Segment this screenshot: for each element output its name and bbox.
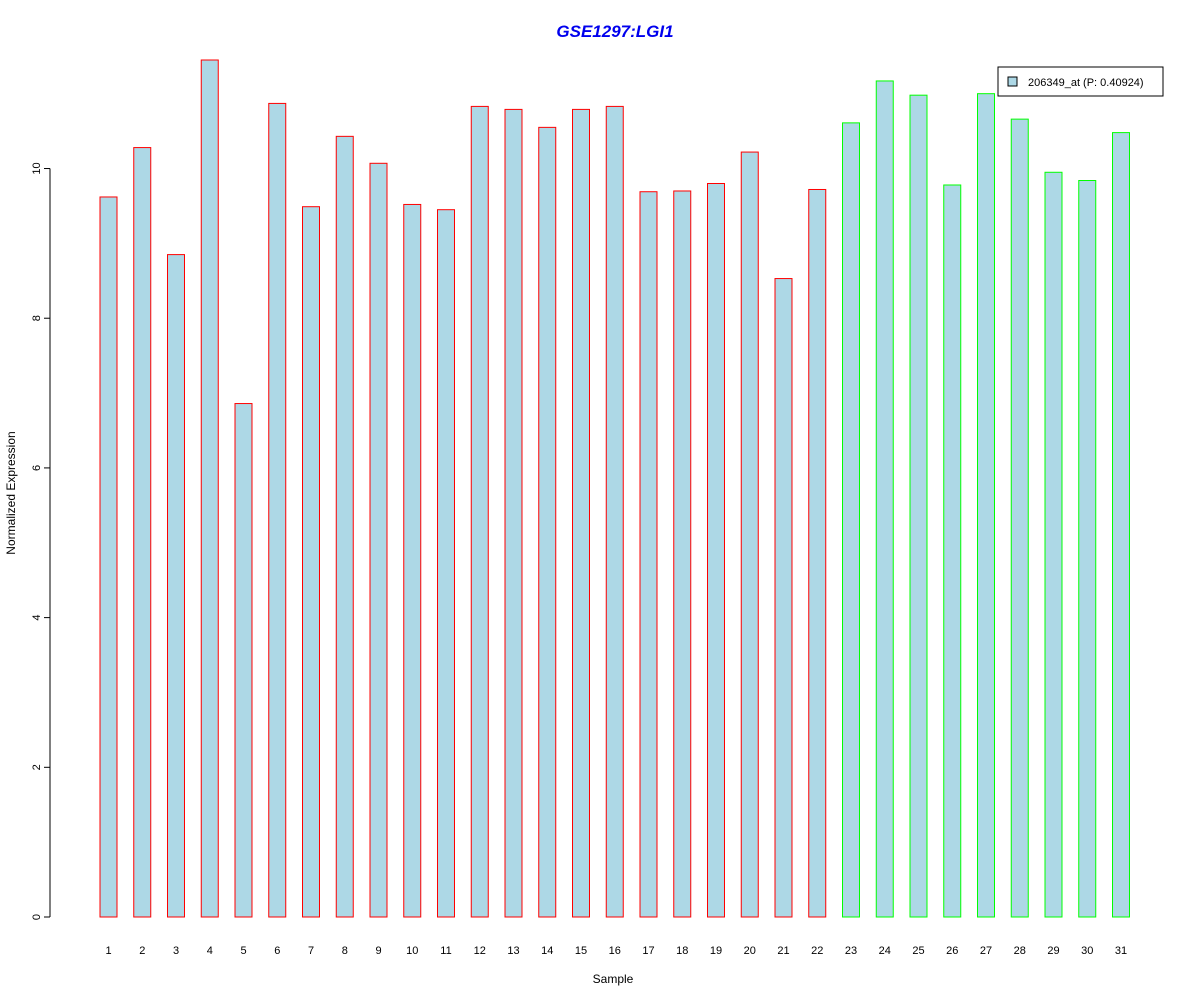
bar-sample-31 bbox=[1112, 132, 1130, 918]
x-tick-label: 6 bbox=[274, 945, 280, 957]
x-tick-label: 12 bbox=[474, 945, 486, 957]
y-axis: 0 2 4 6 8 10 bbox=[31, 162, 51, 920]
x-tick-label: 2 bbox=[139, 945, 145, 957]
x-tick-label: 25 bbox=[912, 945, 924, 957]
y-tick-label: 6 bbox=[31, 465, 43, 471]
x-tick-label: 30 bbox=[1081, 945, 1093, 957]
bar-sample-27 bbox=[977, 93, 995, 918]
bar-sample-21 bbox=[774, 278, 793, 918]
x-tick-label: 8 bbox=[342, 945, 348, 957]
y-tick-label: 0 bbox=[31, 914, 43, 920]
bar-sample-9 bbox=[369, 162, 388, 918]
bar-sample-11 bbox=[437, 209, 455, 918]
bar-sample-10 bbox=[403, 203, 422, 918]
x-axis-label: Sample bbox=[593, 972, 634, 986]
x-tick-label: 23 bbox=[845, 945, 857, 957]
bar-sample-19 bbox=[707, 182, 725, 918]
bar-sample-15 bbox=[572, 108, 590, 918]
legend: 206349_at (P: 0.40924) bbox=[997, 66, 1164, 97]
legend-box bbox=[997, 66, 1164, 97]
x-tick-label: 19 bbox=[710, 945, 722, 957]
y-axis-label: Normalized Expression bbox=[4, 431, 18, 554]
bar-sample-18 bbox=[673, 190, 692, 918]
chart-title: GSE1297:LGI1 bbox=[556, 22, 673, 41]
legend-swatch bbox=[1007, 76, 1018, 87]
y-tick-label: 4 bbox=[31, 615, 43, 621]
x-tick-label: 22 bbox=[811, 945, 823, 957]
bar-sample-28 bbox=[1010, 118, 1029, 918]
x-tick-label: 14 bbox=[541, 945, 553, 957]
x-tick-label: 21 bbox=[777, 945, 789, 957]
bar-sample-30 bbox=[1078, 180, 1097, 918]
bar-sample-13 bbox=[504, 108, 523, 918]
x-tick-label: 27 bbox=[980, 945, 992, 957]
bar-sample-14 bbox=[538, 126, 557, 918]
x-tick-labels: 1 2 3 4 5 6 7 8 9 10 11 12 13 14 15 16 17 18 19 20 21 22 23 24 2… bbox=[105, 945, 1127, 957]
bar-sample-4 bbox=[200, 59, 219, 918]
bar-sample-20 bbox=[740, 151, 759, 918]
legend-label: 206349_at (P: 0.40924) bbox=[1028, 77, 1144, 89]
x-tick-label: 28 bbox=[1014, 945, 1026, 957]
bar-sample-16 bbox=[605, 105, 624, 918]
x-tick-label: 15 bbox=[575, 945, 587, 957]
x-tick-label: 10 bbox=[406, 945, 418, 957]
bars bbox=[99, 59, 1130, 918]
x-tick-label: 31 bbox=[1115, 945, 1127, 957]
bar-sample-25 bbox=[909, 94, 928, 918]
bar-sample-6 bbox=[268, 102, 287, 918]
x-tick-label: 9 bbox=[375, 945, 381, 957]
x-tick-label: 11 bbox=[440, 945, 451, 957]
bar-sample-8 bbox=[335, 135, 354, 918]
bar-sample-24 bbox=[875, 80, 894, 918]
x-tick-label: 7 bbox=[308, 945, 314, 957]
x-tick-label: 24 bbox=[879, 945, 891, 957]
bar-sample-22 bbox=[808, 188, 827, 918]
bar-sample-7 bbox=[302, 206, 320, 918]
bar-sample-29 bbox=[1044, 171, 1063, 918]
bar-sample-3 bbox=[167, 254, 185, 918]
bar-sample-17 bbox=[639, 191, 658, 918]
x-tick-label: 4 bbox=[207, 945, 213, 957]
x-tick-label: 13 bbox=[507, 945, 519, 957]
bar-sample-12 bbox=[470, 105, 489, 918]
x-tick-label: 3 bbox=[173, 945, 179, 957]
bar-sample-26 bbox=[943, 184, 962, 918]
bar-sample-5 bbox=[234, 403, 253, 918]
x-tick-label: 18 bbox=[676, 945, 688, 957]
x-tick-label: 29 bbox=[1047, 945, 1059, 957]
bar-sample-23 bbox=[842, 122, 860, 918]
bar-sample-1 bbox=[99, 196, 118, 918]
x-tick-label: 5 bbox=[240, 945, 246, 957]
y-tick-label: 10 bbox=[31, 162, 43, 174]
x-tick-label: 1 bbox=[105, 945, 111, 957]
x-tick-label: 16 bbox=[609, 945, 621, 957]
x-tick-label: 17 bbox=[642, 945, 654, 957]
y-tick-label: 8 bbox=[31, 315, 43, 321]
bar-sample-2 bbox=[133, 147, 152, 918]
x-tick-label: 26 bbox=[946, 945, 958, 957]
x-tick-label: 20 bbox=[744, 945, 756, 957]
y-tick-label: 2 bbox=[31, 764, 43, 770]
